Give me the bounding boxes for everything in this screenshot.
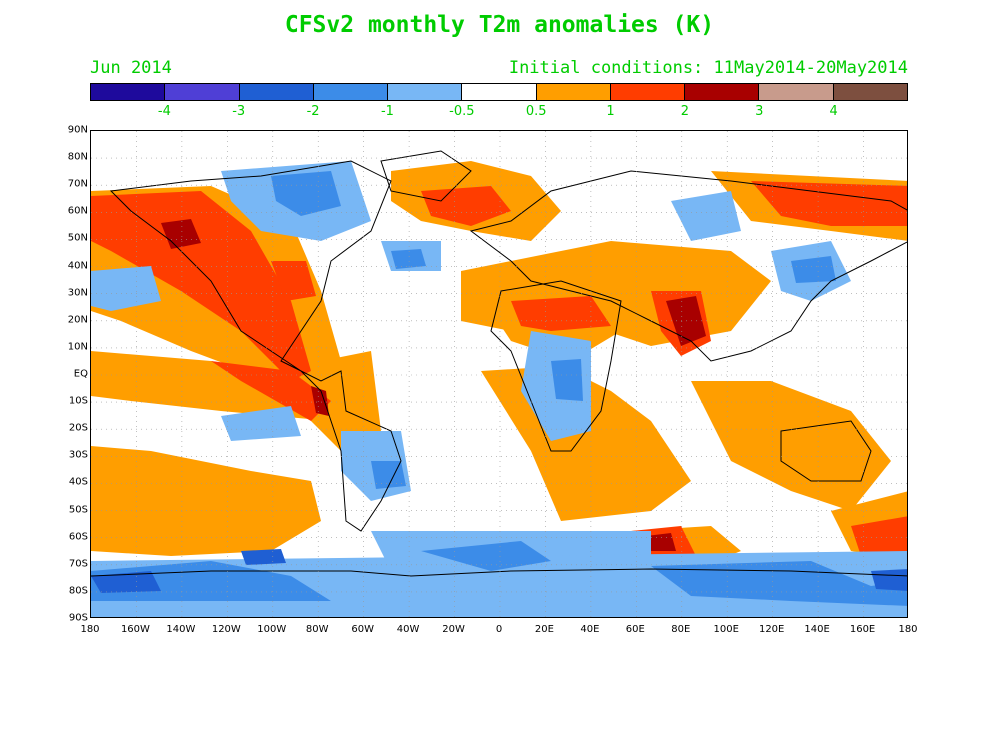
colorbar <box>90 83 908 101</box>
latitude-label: 30S <box>68 449 88 461</box>
forecast-month-label: Jun 2014 <box>90 58 172 78</box>
colorbar-box <box>239 84 314 100</box>
latitude-label: 70N <box>67 178 88 190</box>
colorbar-tick-label: 4 <box>829 104 838 119</box>
latitude-label: 50S <box>68 504 88 516</box>
initial-conditions-label: Initial conditions: 11May2014-20May2014 <box>508 58 908 78</box>
longitude-label: 60W <box>351 624 374 635</box>
latitude-label: 60S <box>68 531 88 543</box>
latitude-label: 20S <box>68 422 88 434</box>
americas-coastline <box>109 160 402 532</box>
colorbar-tick-label: 2 <box>680 104 690 119</box>
longitude-label: 180 <box>80 624 100 635</box>
longitude-label: 40E <box>580 624 600 635</box>
longitude-label: 120E <box>758 624 785 635</box>
anomaly-map <box>91 131 907 617</box>
australia-coastline <box>780 420 872 482</box>
map-frame <box>90 130 908 618</box>
colorbar-box <box>165 84 240 100</box>
antarctica-coastline <box>91 568 907 577</box>
latitude-label: 80S <box>68 585 88 597</box>
latitude-label: 70S <box>68 558 88 570</box>
colorbar-tick-label: 1 <box>606 104 615 119</box>
latitude-label: 20N <box>67 314 88 326</box>
colorbar-box <box>685 84 760 100</box>
latitude-label: 40N <box>67 260 88 272</box>
colorbar-tick-label: 3 <box>755 104 764 119</box>
latitude-label: 80N <box>67 151 88 163</box>
longitude-label: 160E <box>849 624 876 635</box>
latitude-label: 50N <box>67 232 88 244</box>
longitude-label: 100E <box>713 624 739 635</box>
colorbar-tick-label: -0.5 <box>449 104 475 119</box>
colorbar-tick-label: -2 <box>306 104 320 119</box>
coastlines <box>91 150 907 577</box>
colorbar-box <box>91 84 166 100</box>
colorbar-box <box>388 84 463 100</box>
map-title: CFSv2 monthly T2m anomalies (K) <box>284 12 715 38</box>
strong-cool-anomaly-regions <box>91 549 907 593</box>
longitude-label: 80W <box>305 624 329 635</box>
longitude-label: 20E <box>534 624 554 635</box>
longitude-label: 40W <box>396 624 420 635</box>
colorbar-box <box>759 84 834 100</box>
longitude-label: 100W <box>257 624 287 635</box>
colorbar-tick-label: -3 <box>232 104 246 119</box>
colorbar-tick-label: 0.5 <box>525 104 547 119</box>
colorbar-box <box>610 84 686 100</box>
longitude-label: 80E <box>671 624 691 635</box>
colorbar-box <box>536 84 611 100</box>
latitude-label: 60N <box>67 205 88 217</box>
latitude-label: EQ <box>73 368 88 380</box>
colorbar-box <box>313 84 389 100</box>
latitude-label: 10S <box>68 395 88 407</box>
longitude-label: 60E <box>625 624 645 635</box>
latitude-label: 40S <box>68 476 88 488</box>
longitude-label: 120W <box>211 624 241 635</box>
colorbar-tick-label: -1 <box>380 104 394 119</box>
longitude-label: 140W <box>166 624 196 635</box>
latitude-label: 90S <box>68 612 88 624</box>
longitude-label: 140E <box>804 624 830 635</box>
greenland-coastline <box>380 150 472 202</box>
longitude-label: 0 <box>495 624 503 635</box>
africa-coastline <box>490 280 622 452</box>
longitude-label: 160W <box>120 624 150 635</box>
colorbar-tick-label: -4 <box>157 104 171 119</box>
latitude-label: 30N <box>67 287 88 299</box>
longitude-label: 180 <box>898 624 918 635</box>
latitude-label: 90N <box>67 124 88 136</box>
colorbar-box <box>833 84 907 100</box>
colorbar-box <box>462 84 537 100</box>
latitude-label: 10N <box>67 341 88 353</box>
longitude-label: 20W <box>442 624 465 635</box>
